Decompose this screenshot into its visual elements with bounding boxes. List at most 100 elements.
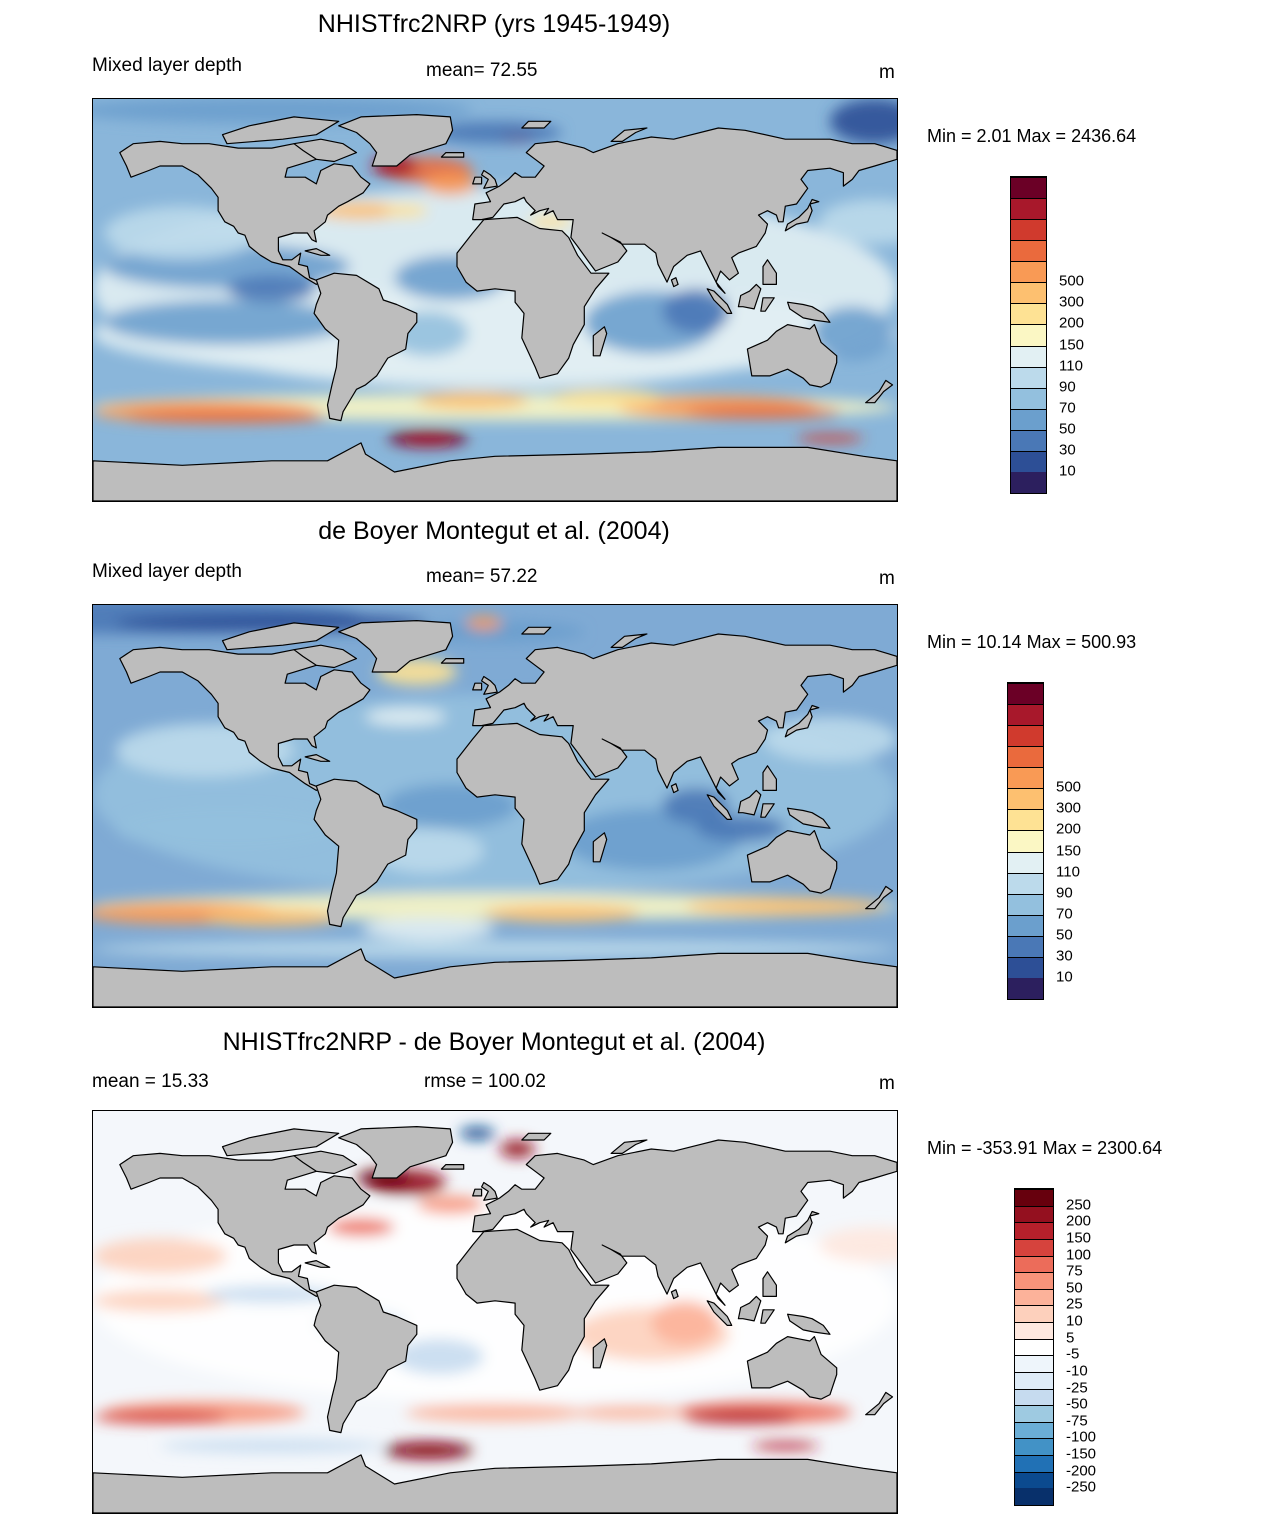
colorbar-swatch: [1008, 851, 1043, 873]
ocean-shading-cell: [416, 391, 529, 410]
landmass-antarctica: [93, 948, 897, 1007]
landmass-japan: [784, 704, 820, 738]
ocean-shading-cell: [104, 300, 350, 345]
landmass-svalbard: [521, 626, 552, 635]
left-label: Mixed layer depth: [92, 55, 242, 76]
ocean-shading-cell: [751, 1441, 819, 1451]
landmass-new-zealand: [865, 885, 894, 910]
landmass-antarctica: [93, 1454, 897, 1513]
rmse-label: rmse = 100.02: [424, 1071, 546, 1092]
colorbar-swatch: [1015, 1421, 1053, 1439]
colorbar-swatch: [1015, 1238, 1053, 1256]
ocean-shading-cell: [818, 199, 897, 245]
ocean-shading-cell: [684, 404, 842, 419]
colorbar: [1010, 176, 1047, 494]
landmass-madagascar: [592, 832, 608, 863]
landmass-novaya-zemlya: [610, 633, 648, 649]
colorbar-swatch: [1015, 1338, 1053, 1356]
colorbar-swatch: [1015, 1222, 1053, 1239]
colorbar-tick-label: 10: [1056, 968, 1073, 986]
map-plot: [92, 604, 898, 1008]
landmass-new-guinea: [786, 301, 831, 323]
ocean-shading-cell: [818, 1227, 897, 1263]
landmass-north-america: [119, 1152, 371, 1297]
landmass-uk: [481, 675, 498, 695]
ocean-shading-cell: [684, 1410, 797, 1424]
colorbar-swatch: [1015, 1388, 1053, 1406]
landmass-eurasia: [472, 633, 897, 800]
ocean-shading-cell: [459, 1126, 495, 1141]
landmass-cuba: [304, 248, 331, 256]
colorbar-swatch: [1008, 935, 1043, 957]
colorbar-tick-label: 300: [1059, 293, 1085, 311]
ocean-shading-cell: [204, 908, 339, 927]
colorbar-swatch: [1015, 1405, 1053, 1422]
ocean-shading-cell: [227, 275, 317, 303]
colorbar-tick-label: 200: [1059, 314, 1085, 332]
landmass-greenland: [338, 620, 454, 673]
landmass-philippines: [762, 765, 778, 791]
minmax-label: Min = -353.91 Max = 2300.64: [927, 1138, 1163, 1158]
landmass-north-america: [119, 140, 371, 285]
land-layer: [93, 114, 897, 501]
colorbar-tick-label: -5: [1066, 1345, 1080, 1363]
colorbar-tick-label: 150: [1066, 1229, 1092, 1247]
colorbar-swatch: [1015, 1355, 1053, 1372]
colorbar-swatch: [1011, 387, 1046, 409]
colorbar: [1014, 1188, 1054, 1506]
ocean-shading-cell: [499, 1140, 536, 1158]
ocean-shading-cell: [684, 897, 886, 916]
landmass-iceland: [440, 657, 465, 664]
landmass-africa: [456, 216, 610, 379]
colorbar-tick-label: 25: [1066, 1295, 1083, 1313]
map-plot: [92, 98, 898, 502]
landmass-baffin: [293, 1150, 358, 1175]
ocean-shading-cell: [651, 1300, 719, 1346]
colorbar-swatch: [1008, 704, 1043, 726]
colorbar-swatch: [1015, 1438, 1053, 1456]
landmass-arctic-islands: [221, 1128, 340, 1157]
colorbar-swatch: [1008, 788, 1043, 810]
ocean-shading-cell: [405, 1403, 585, 1422]
landmass-africa: [456, 722, 610, 885]
ocean-shading-cell: [796, 434, 864, 443]
colorbar-tick-label: 5: [1066, 1329, 1075, 1347]
map-svg: [93, 99, 897, 501]
landmass-japan: [784, 1210, 820, 1244]
landmass-australia: [746, 324, 838, 388]
landmass-new-zealand: [865, 1391, 894, 1416]
landmass-borneo: [737, 1295, 762, 1322]
colorbar-tick-label: 10: [1066, 1312, 1083, 1330]
landmass-sulawesi: [760, 1309, 775, 1324]
ocean-shading-cell: [383, 203, 428, 218]
colorbar-swatch: [1015, 1205, 1053, 1223]
colorbar-swatch: [1011, 429, 1046, 451]
ocean-shading-cell: [93, 1238, 227, 1275]
landmass-eurasia: [472, 127, 897, 294]
colorbar-swatch: [1011, 219, 1046, 241]
colorbar-swatch: [1011, 366, 1046, 388]
landmass-ireland: [472, 176, 483, 185]
panel-title: NHISTfrc2NRP (yrs 1945-1949): [317, 10, 671, 38]
ocean-shading-cell: [93, 1410, 227, 1424]
map-svg: [93, 605, 897, 1007]
colorbar-swatch: [1015, 1305, 1053, 1323]
colorbar-swatch: [1015, 1371, 1053, 1389]
ocean-shading-cell: [483, 904, 641, 923]
colorbar-tick-label: 150: [1059, 336, 1085, 354]
colorbar-tick-label: 70: [1059, 399, 1076, 417]
landmass-uk: [481, 169, 498, 189]
landmass-sumatra: [706, 288, 733, 314]
ocean-shading-cell: [365, 707, 446, 726]
ocean-shading-cell: [327, 1218, 395, 1237]
colorbar-tick-label: 70: [1056, 905, 1073, 923]
colorbar-tick-label: -100: [1066, 1428, 1097, 1446]
colorbar-tick-label: 110: [1059, 357, 1083, 375]
colorbar-tick-label: 30: [1056, 947, 1073, 965]
landmass-australia: [746, 1336, 838, 1400]
colorbar-swatch: [1008, 809, 1043, 831]
colorbar-swatch: [1011, 282, 1046, 304]
landmass-iceland: [440, 151, 465, 158]
colorbar-tick-label: 300: [1056, 799, 1082, 817]
ocean-shading-cell: [396, 1443, 460, 1458]
